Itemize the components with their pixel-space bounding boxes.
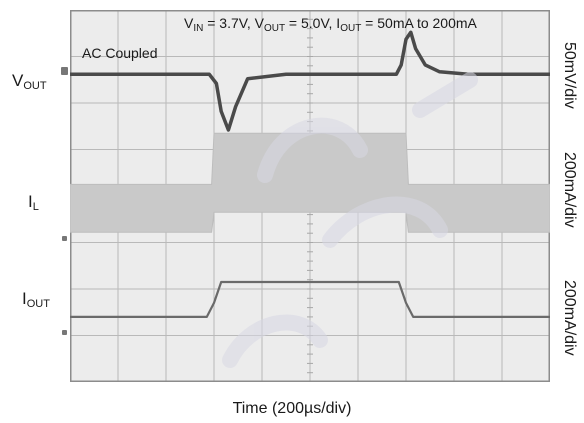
iout-trace bbox=[70, 280, 550, 318]
il-channel-label: IL bbox=[28, 192, 39, 213]
vout-trace bbox=[70, 30, 550, 132]
il-ground-marker-icon bbox=[62, 236, 67, 241]
vout-scale-label: 50mV/div bbox=[561, 42, 578, 109]
vout-channel-marker-icon bbox=[61, 67, 68, 75]
iout-ground-marker-icon bbox=[62, 330, 67, 335]
iout-channel-label: IOUT bbox=[22, 289, 50, 310]
scope-plot bbox=[70, 10, 550, 382]
ac-coupled-label: AC Coupled bbox=[82, 45, 158, 61]
test-conditions: VIN = 3.7V, VOUT = 5.0V, IOUT = 50mA to … bbox=[184, 15, 477, 34]
il-scale-label: 200mA/div bbox=[561, 152, 578, 228]
oscilloscope-screen bbox=[70, 10, 550, 382]
iout-scale-label: 200mA/div bbox=[561, 280, 578, 356]
x-axis-label: Time (200µs/div) bbox=[232, 400, 352, 417]
vout-channel-label: VOUT bbox=[12, 71, 47, 92]
